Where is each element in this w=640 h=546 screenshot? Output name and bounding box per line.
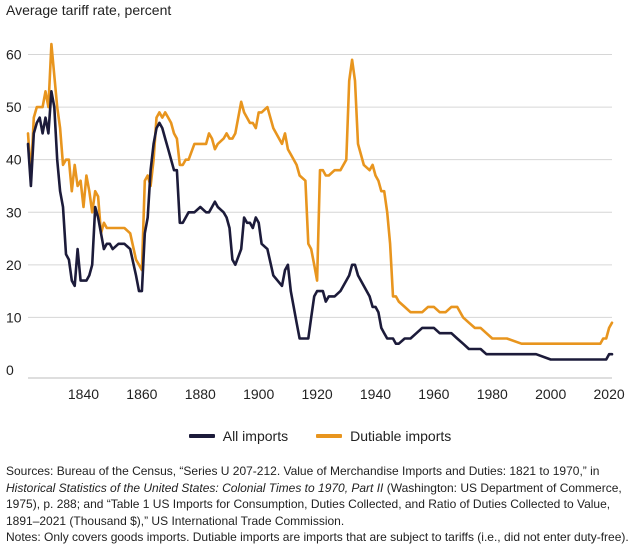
x-tick-label-1940: 1940 xyxy=(360,386,391,402)
y-tick-label-30: 30 xyxy=(6,204,22,220)
y-tick-label-60: 60 xyxy=(6,47,22,63)
legend-item-dutiable-imports: Dutiable imports xyxy=(316,428,451,444)
series-line-dutiable-imports xyxy=(26,42,614,345)
sources-title-italic: Historical Statistics of the United Stat… xyxy=(6,480,384,495)
x-tick-label-1980: 1980 xyxy=(477,386,508,402)
series-line-all-imports xyxy=(26,90,614,361)
y-tick-label-0: 0 xyxy=(6,362,14,378)
y-tick-label-20: 20 xyxy=(6,257,22,273)
x-tick-label-1860: 1860 xyxy=(126,386,157,402)
chart-legend: All imports Dutiable imports xyxy=(0,428,640,444)
y-tick-label-10: 10 xyxy=(6,309,22,325)
line-chart: 0 10 20 30 40 50 60 1840 1860 1880 1900 1920 1940 196… xyxy=(6,42,625,402)
sources-line-2: Historical Statistics of the United Stat… xyxy=(6,480,636,497)
sources-line-4: 1891–2021 (Thousand $),” US Internationa… xyxy=(6,513,345,528)
legend-item-all-imports: All imports xyxy=(188,428,289,444)
legend-label-all-imports: All imports xyxy=(222,428,289,444)
y-axis-title: Average tariff rate, percent xyxy=(6,2,172,18)
x-tick-label-2000: 2000 xyxy=(535,386,566,402)
sources-line-1: Sources: Bureau of the Census, “Series U… xyxy=(6,464,600,478)
x-tick-label-1920: 1920 xyxy=(302,386,333,402)
x-tick-label-2020: 2020 xyxy=(594,386,625,402)
x-tick-label-1840: 1840 xyxy=(68,386,99,402)
footer-sources: Sources: Bureau of the Census, “Series U… xyxy=(6,463,636,546)
notes-line: Notes: Only covers goods imports. Dutiab… xyxy=(6,530,629,544)
legend-swatch-dutiable-imports xyxy=(316,434,343,438)
x-tick-label-1880: 1880 xyxy=(185,386,216,402)
sources-line-3: 1975), p. 288; and “Table 1 US Imports f… xyxy=(6,497,611,511)
sources-publisher: (Washington: US Department of Commerce, xyxy=(383,480,622,495)
y-tick-label-40: 40 xyxy=(6,152,22,168)
legend-label-dutiable-imports: Dutiable imports xyxy=(350,428,452,444)
legend-swatch-all-imports xyxy=(188,434,215,438)
x-tick-label-1960: 1960 xyxy=(418,386,449,402)
y-tick-label-50: 50 xyxy=(6,99,22,115)
x-tick-label-1900: 1900 xyxy=(243,386,274,402)
